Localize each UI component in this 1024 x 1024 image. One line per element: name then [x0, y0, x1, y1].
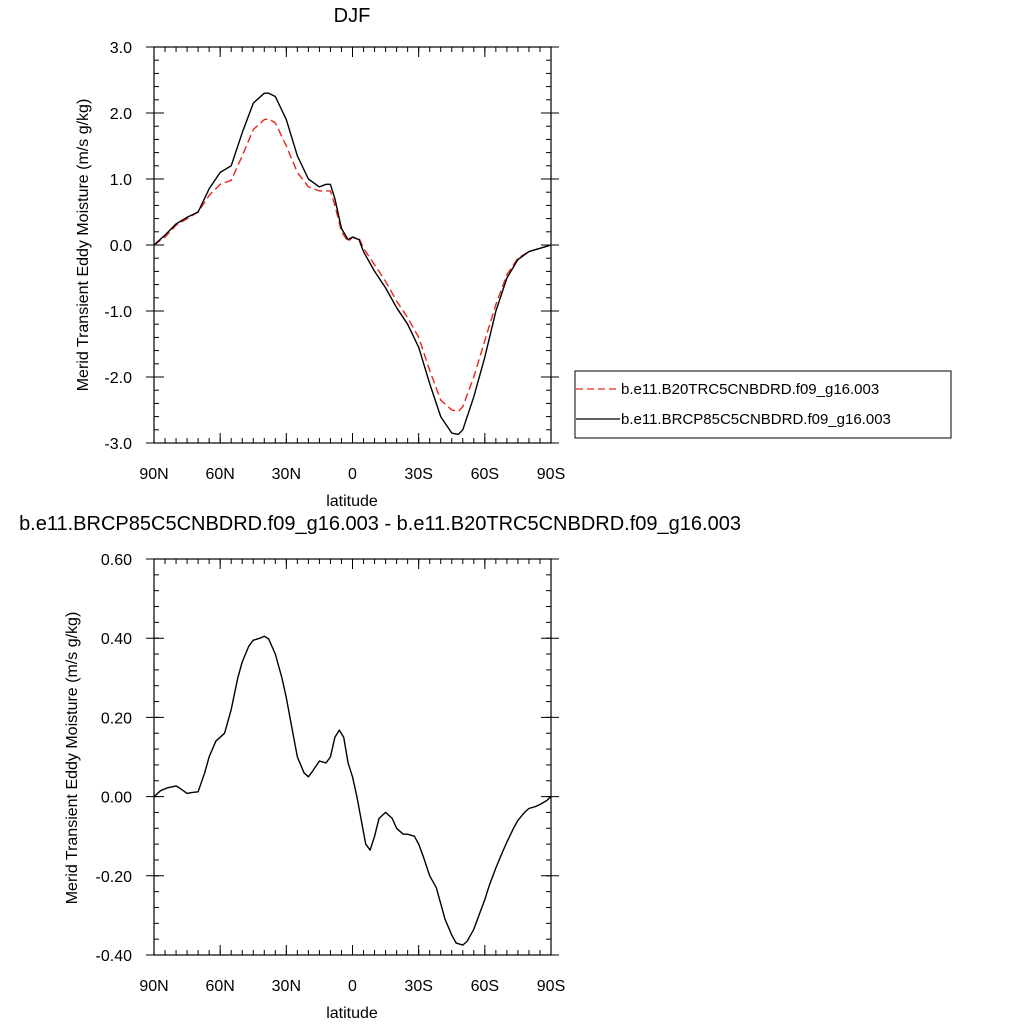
top-panel: DJF 90N 60N 30N 0 30S 60S 90S 3.0 2.0 1.0 0.0 -1.0 -… [75, 5, 952, 510]
series-group [153, 635, 552, 946]
y-tick-label: 0.00 [101, 790, 132, 807]
y-tick-label: 0.60 [101, 552, 132, 569]
y-tick-label: 0.20 [101, 710, 132, 727]
x-tick-label: 90N [139, 466, 168, 483]
chart-title: DJF [334, 5, 371, 27]
x-axis-title: latitude [326, 1005, 378, 1022]
y-tick-label: 0.0 [110, 238, 132, 255]
y-tick-label: 2.0 [110, 106, 132, 123]
plot-frame [153, 46, 552, 444]
x-tick-label: 0 [348, 978, 357, 995]
series-group [153, 92, 552, 436]
y-tick-label: 0.40 [101, 631, 132, 648]
x-tick-label: 30S [404, 978, 432, 995]
x-tick-label: 90S [537, 466, 565, 483]
x-tick-label: 90S [537, 978, 565, 995]
legend-label-series-2: b.e11.BRCP85C5CNBDRD.f09_g16.003 [621, 411, 891, 428]
series-line-2 [153, 92, 552, 436]
series-line-1 [153, 635, 552, 946]
y-axis-title: Merid Transient Eddy Moisture (m/s g/kg) [75, 99, 92, 392]
y-tick-label: -1.0 [104, 304, 132, 321]
legend-label-series-1: b.e11.B20TRC5CNBDRD.f09_g16.003 [621, 381, 879, 398]
x-tick-label: 60N [205, 978, 234, 995]
bottom-panel: b.e11.BRCP85C5CNBDRD.f09_g16.003 - b.e11… [19, 513, 741, 1022]
y-tick-label: -2.0 [104, 370, 132, 387]
series-line-1 [153, 118, 552, 412]
y-tick-label: 3.0 [110, 40, 132, 57]
legend: b.e11.B20TRC5CNBDRD.f09_g16.003 b.e11.BR… [574, 370, 952, 439]
tick-group: 90N 60N 30N 0 30S 60S 90S 3.0 2.0 1.0 0.0 -1.0 -2.0 -… [104, 40, 565, 483]
y-tick-label: 1.0 [110, 172, 132, 189]
x-tick-label: 0 [348, 466, 357, 483]
x-axis-title: latitude [326, 493, 378, 510]
x-tick-label: 30S [404, 466, 432, 483]
y-tick-label: -0.40 [96, 948, 133, 965]
y-tick-label: -0.20 [96, 869, 133, 886]
plot-frame [153, 558, 552, 956]
x-tick-label: 30N [272, 978, 301, 995]
x-tick-label: 60S [471, 978, 499, 995]
tick-group: 90N 60N 30N 0 30S 60S 90S 0.60 0.40 0.20 0.00 -0.20… [96, 552, 566, 995]
x-tick-label: 60N [205, 466, 234, 483]
chart-title-difference: b.e11.BRCP85C5CNBDRD.f09_g16.003 - b.e11… [19, 513, 741, 535]
x-tick-label: 90N [139, 978, 168, 995]
y-axis-title: Merid Transient Eddy Moisture (m/s g/kg) [64, 612, 81, 905]
x-tick-label: 60S [471, 466, 499, 483]
x-tick-label: 30N [272, 466, 301, 483]
legend-box [574, 370, 952, 439]
y-tick-label: -3.0 [104, 436, 132, 453]
